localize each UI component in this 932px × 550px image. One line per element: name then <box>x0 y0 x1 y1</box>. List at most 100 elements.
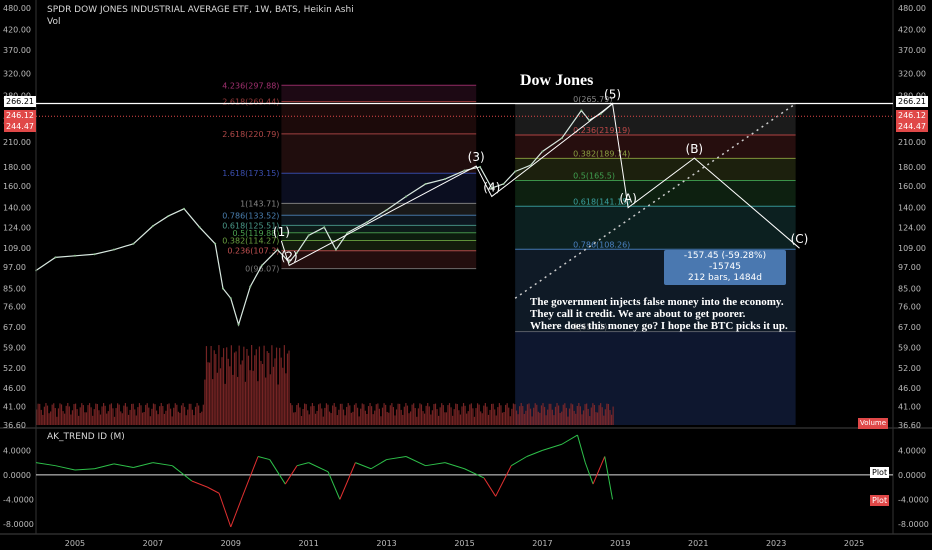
price-point <box>502 182 505 185</box>
volume-bar <box>162 406 164 425</box>
volume-bar <box>103 403 105 425</box>
volume-bar <box>269 374 271 425</box>
fib-right-band <box>515 206 796 250</box>
volume-bar <box>266 351 268 425</box>
volume-bar <box>272 366 275 425</box>
elliott-wave-label: (C) <box>791 232 809 246</box>
volume-bar <box>146 403 148 425</box>
volume-bar <box>157 414 159 425</box>
volume-bar <box>71 410 74 425</box>
volume-bar <box>564 403 566 425</box>
volume-bar <box>294 412 296 425</box>
volume-bar <box>402 414 404 425</box>
volume-bar <box>470 403 472 425</box>
volume-bar <box>305 404 307 425</box>
fib-right-label: 0.382(189.74) <box>573 149 630 158</box>
indicator-segment <box>510 456 528 467</box>
volume-bar <box>601 407 603 425</box>
volume-bar <box>416 416 418 425</box>
volume-bar <box>199 413 201 425</box>
volume-bar <box>120 411 122 425</box>
volume-bar <box>448 403 451 425</box>
volume-bar <box>208 362 211 425</box>
volume-bar <box>289 403 292 425</box>
volume-bar <box>395 409 398 425</box>
y-tick-label-right: 76.00 <box>898 303 921 312</box>
y-tick-label-left: 59.00 <box>3 344 26 353</box>
volume-bar <box>528 403 530 425</box>
fib-left-band <box>281 85 477 102</box>
volume-bar <box>422 411 424 425</box>
fib-right-label: 0.5(165.5) <box>573 172 615 181</box>
volume-bar <box>417 408 419 425</box>
price-point <box>214 242 217 245</box>
volume-bar <box>304 403 306 425</box>
volume-bar <box>392 407 395 425</box>
y-tick-label-left: 36.60 <box>3 421 26 430</box>
volume-bar <box>179 412 181 425</box>
volume-tag: Volume <box>858 418 889 429</box>
volume-bar <box>193 415 195 425</box>
volume-bar <box>59 403 61 425</box>
volume-bar <box>490 403 493 425</box>
price-series-group <box>35 102 614 327</box>
volume-bar <box>207 362 209 425</box>
volume-bar <box>260 360 262 425</box>
volume-bar <box>64 413 66 425</box>
volume-bar <box>246 348 248 425</box>
volume-bar <box>140 405 142 425</box>
y-tick-label-right: 41.00 <box>898 403 921 412</box>
volume-bar <box>547 409 549 425</box>
volume-bar <box>467 411 469 425</box>
volume-bar <box>447 405 449 425</box>
volume-bar <box>609 410 611 425</box>
y-tick-label-right: 46.00 <box>898 384 921 393</box>
volume-bar <box>497 407 499 425</box>
volume-bar <box>110 403 112 425</box>
volume-bar <box>182 403 184 425</box>
x-tick-label: 2023 <box>766 539 786 548</box>
y-tick-label-right: 85.00 <box>898 284 921 293</box>
measure-tool-label[interactable]: -157.45 (-59.28%) -15745 212 bars, 1484d <box>664 250 786 285</box>
elliott-wave-label: (B) <box>686 142 704 156</box>
y-tick-label-right: 52.00 <box>898 364 921 373</box>
price-point <box>132 242 135 245</box>
volume-bar <box>280 357 282 425</box>
y-tick-label-right: 97.00 <box>898 263 921 272</box>
fib-left-label: 0(96.07) <box>245 265 279 274</box>
note-line-2: They call it credit. We are about to get… <box>530 308 746 320</box>
symbol-title: SPDR DOW JONES INDUSTRIAL AVERAGE ETF, 1… <box>47 5 354 15</box>
elliott-wave-group: (1) (2) (3) (4) (5) (A) (B) (C) <box>273 88 808 299</box>
volume-bar <box>557 405 560 425</box>
volume-bar <box>117 403 119 425</box>
volume-bar <box>492 403 494 425</box>
price-point <box>73 254 76 257</box>
volume-bar <box>196 403 198 425</box>
y-tick-label-left: 46.00 <box>3 384 26 393</box>
volume-bar <box>596 412 599 425</box>
price-point <box>424 182 427 185</box>
y-tick-label-left: 52.00 <box>3 364 26 373</box>
volume-bar <box>204 379 206 425</box>
volume-bar <box>173 407 175 425</box>
volume-bar <box>559 413 561 425</box>
volume-bar <box>233 352 236 425</box>
indicator-segment <box>284 465 298 485</box>
volume-bar <box>523 413 525 425</box>
indicator-segment <box>133 462 153 469</box>
volume-bar <box>288 350 290 425</box>
volume-bar <box>505 404 507 425</box>
indicator-segment <box>425 462 446 467</box>
price-point <box>366 221 369 224</box>
volume-bar <box>442 405 444 425</box>
volume-bar <box>226 347 228 425</box>
volume-bar <box>215 353 217 425</box>
volume-bar <box>318 404 320 425</box>
volume-bar <box>570 403 572 425</box>
indicator-segment <box>386 456 407 461</box>
volume-bar <box>308 414 310 425</box>
volume-bar <box>190 403 192 425</box>
volume-bar <box>81 403 83 425</box>
volume-bar <box>319 403 321 425</box>
